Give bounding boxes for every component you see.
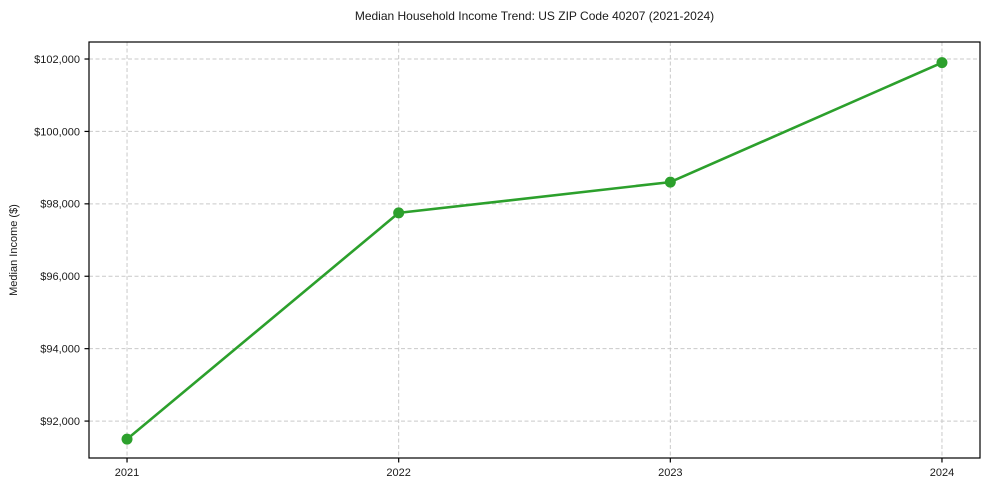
x-tick-label: 2023 — [658, 467, 682, 479]
y-axis-label: Median Income ($) — [8, 204, 20, 296]
data-point-marker — [936, 57, 948, 69]
y-tick-label: $96,000 — [40, 271, 80, 283]
data-point-marker — [393, 207, 405, 219]
y-tick-label: $94,000 — [40, 344, 80, 356]
plot-frame — [88, 41, 981, 459]
data-point-marker — [121, 433, 133, 445]
y-tick-label: $102,000 — [34, 54, 80, 66]
x-tick-label: 2022 — [386, 467, 410, 479]
series-line — [125, 61, 944, 441]
y-tick-label: $92,000 — [40, 416, 80, 428]
y-tick-label: $98,000 — [40, 199, 80, 211]
x-tick-label: 2021 — [115, 467, 139, 479]
data-point-marker — [664, 176, 676, 188]
x-tick-label: 2024 — [930, 467, 954, 479]
chart-title: Median Household Income Trend: US ZIP Co… — [354, 9, 715, 23]
y-tick-label: $100,000 — [34, 126, 80, 138]
